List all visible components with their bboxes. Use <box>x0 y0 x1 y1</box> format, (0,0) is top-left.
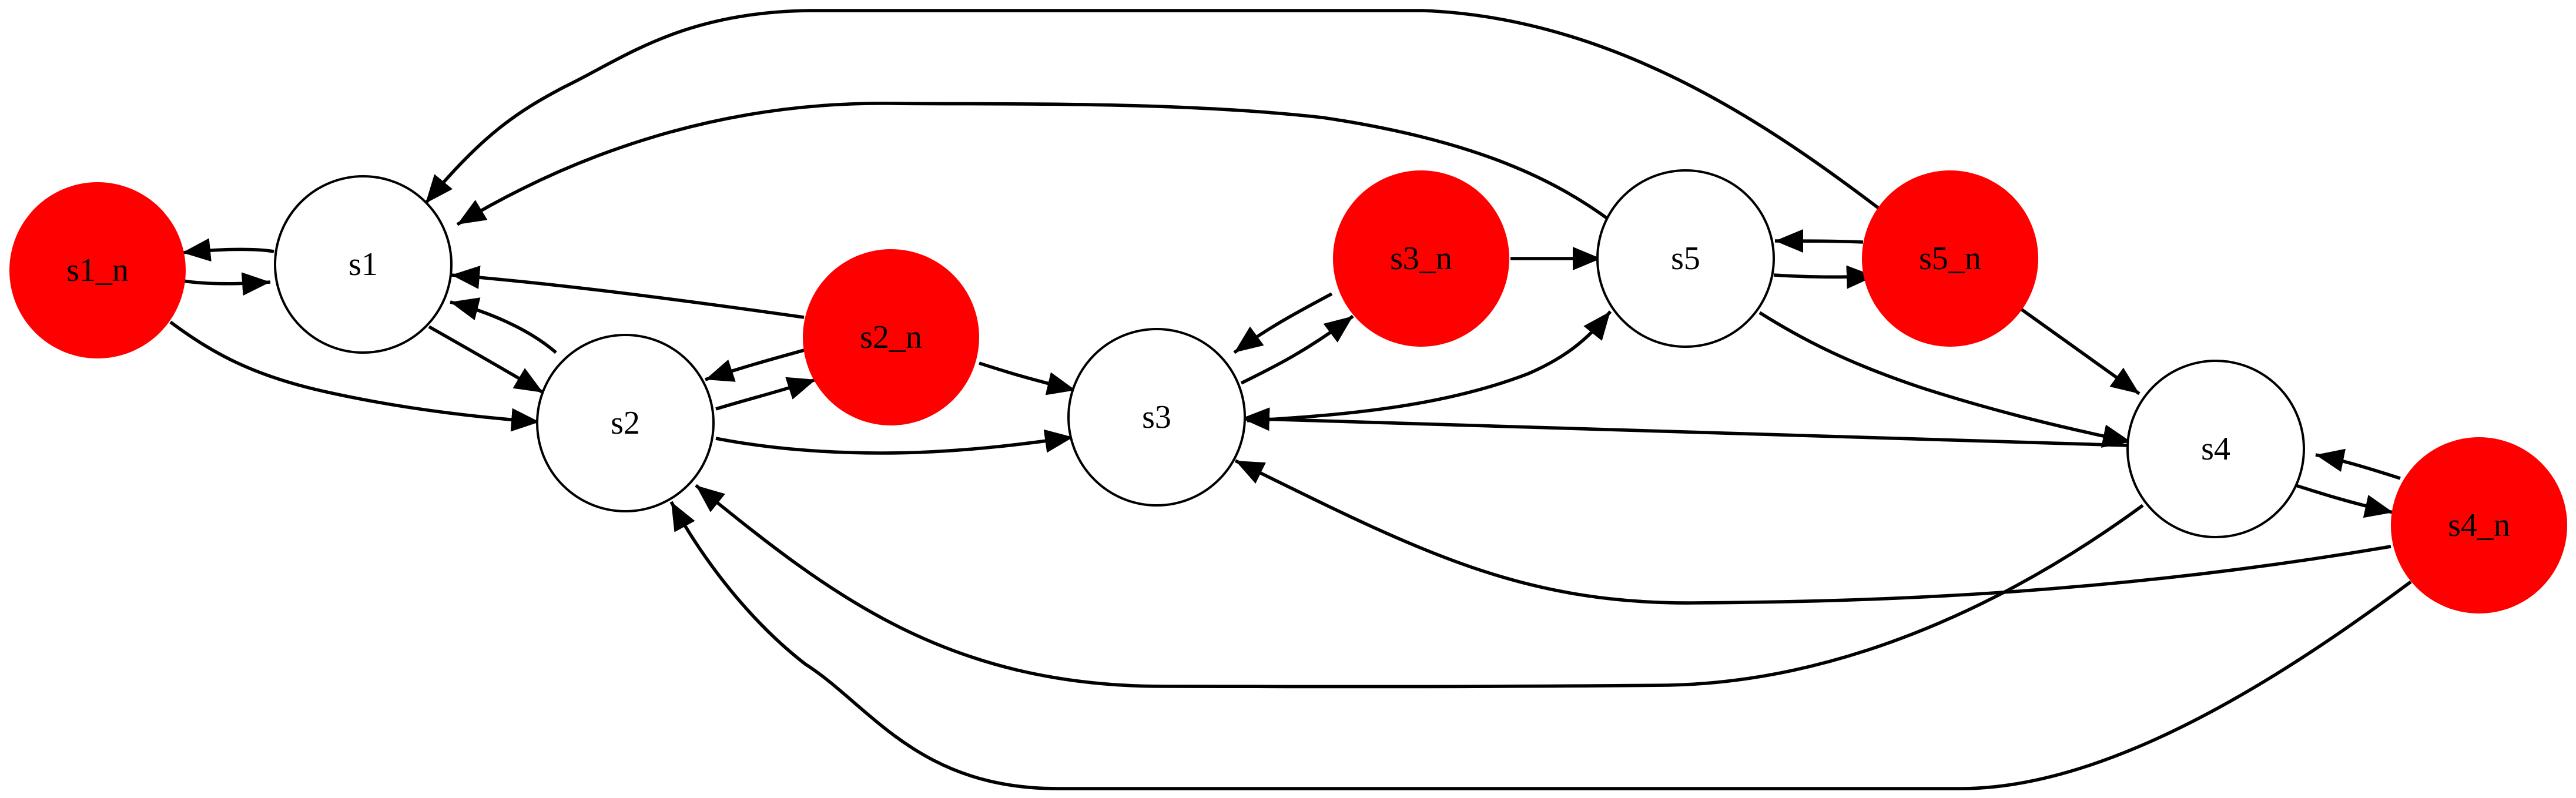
edge-s3-to-s3_n <box>1240 314 1354 385</box>
edge-s1_n-to-s2 <box>169 320 540 432</box>
node-label: s5 <box>1671 240 1700 277</box>
edge-s4_n-to-s3 <box>1234 459 2391 605</box>
edge-s4-to-s2 <box>695 484 2144 689</box>
node-label: s3_n <box>1390 240 1452 277</box>
node-s5: s5 <box>1596 169 1775 348</box>
node-s3: s3 <box>1067 328 1246 507</box>
node-label: s1 <box>349 246 378 283</box>
node-s5-n: s5_n <box>1862 170 2038 347</box>
node-s4: s4 <box>2126 360 2305 538</box>
node-s1-n: s1_n <box>9 182 186 358</box>
edge-s2-to-s3 <box>715 429 1074 455</box>
edge-s2_n-to-s2 <box>705 348 805 382</box>
edges <box>169 9 2412 790</box>
edge-s4-to-s4_n <box>2292 482 2394 518</box>
node-s2-n: s2_n <box>803 249 979 425</box>
node-s4-n: s4_n <box>2391 437 2567 613</box>
edge-s4_n-to-s2 <box>669 501 2412 790</box>
edge-s2-to-s2_n <box>715 377 816 411</box>
node-circle <box>9 182 186 358</box>
node-label: s2_n <box>860 319 922 356</box>
edge-s5-to-s1 <box>456 102 1610 226</box>
nodes: s1_n s1 s2 s2_n s3 s3_n s5 s5_n s4 s4_n <box>9 169 2567 613</box>
node-circle <box>803 249 979 425</box>
edge-s4-to-s3 <box>1241 407 2128 447</box>
node-label: s4 <box>2201 431 2230 467</box>
node-label: s3 <box>1142 399 1171 435</box>
edge-s5-to-s4 <box>1758 311 2132 448</box>
edge-s1_n-to-s1 <box>183 272 271 296</box>
node-label: s1_n <box>66 252 129 289</box>
node-circle <box>1596 169 1775 348</box>
node-circle <box>274 175 453 354</box>
node-label: s2 <box>611 405 640 441</box>
edge-s5_n-to-s1 <box>424 9 1884 213</box>
node-circle <box>2391 437 2567 613</box>
node-s3-n: s3_n <box>1333 170 1509 347</box>
edge-s2-to-s1 <box>450 297 557 354</box>
node-s1: s1 <box>274 175 453 354</box>
edge-s5_n-to-s5 <box>1774 229 1864 253</box>
edge-s3-to-s5 <box>1247 310 1612 423</box>
node-circle <box>1862 170 2038 347</box>
edge-s4_n-to-s4 <box>2315 448 2401 480</box>
node-circle <box>1067 328 1246 507</box>
node-label: s5_n <box>1919 240 1981 277</box>
edge-s5_n-to-s4 <box>2018 306 2140 395</box>
node-circle <box>1333 170 1509 347</box>
edge-s5-to-s5_n <box>1773 265 1875 289</box>
node-s2: s2 <box>536 334 715 512</box>
node-circle <box>536 334 715 512</box>
node-label: s4_n <box>2448 507 2510 544</box>
edge-s3_n-to-s3 <box>1233 292 1333 354</box>
edge-s2_n-to-s3 <box>979 361 1076 395</box>
edge-s1-to-s1_n <box>182 238 274 262</box>
edge-s2_n-to-s1 <box>451 266 805 319</box>
edge-s1-to-s2 <box>428 325 544 394</box>
node-circle <box>2126 360 2305 538</box>
